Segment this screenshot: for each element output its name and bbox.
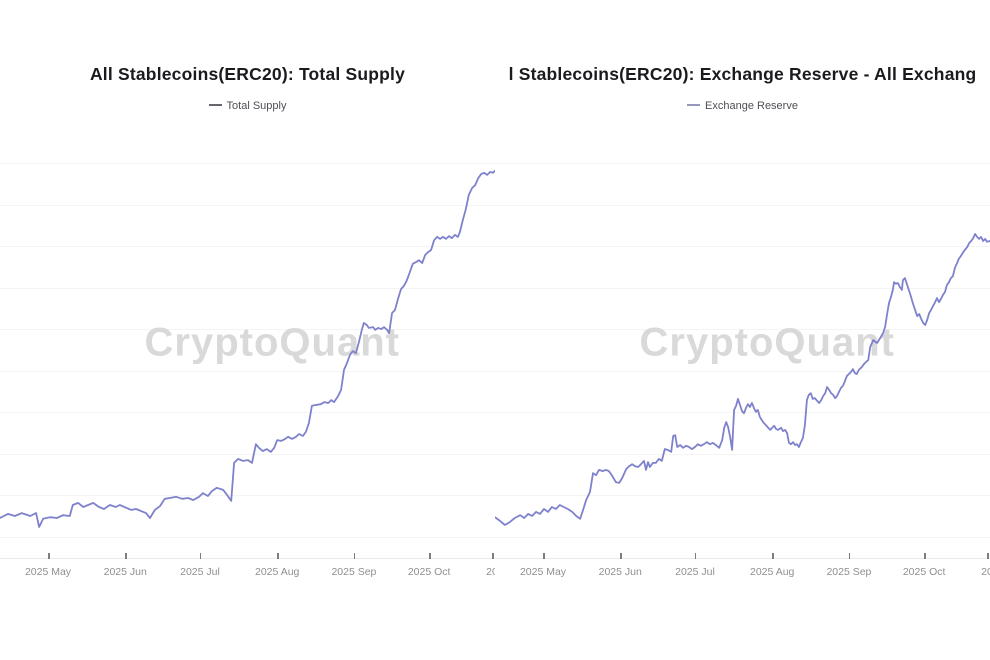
legend-dash-icon — [687, 104, 701, 106]
x-axis-tick — [620, 553, 622, 559]
x-axis-label: 2025 Aug — [749, 566, 795, 578]
gridline — [0, 204, 495, 206]
x-axis-tick — [125, 553, 127, 559]
gridline — [495, 536, 990, 538]
x-axis-tick — [277, 553, 279, 559]
chart-total-supply: CryptoQuant 2025 May 2025 Jun 2025 Jul 2025… — [0, 64, 495, 578]
x-axis-label: 2025 Jun — [598, 566, 642, 578]
x-axis-line — [495, 558, 990, 559]
series-line — [495, 233, 990, 526]
x-axis-tick — [48, 553, 50, 559]
gridline — [495, 246, 990, 247]
chart-exchange-reserve: CryptoQuant 2025 May 2025 Jun 2025 Jul 2025… — [495, 0, 990, 660]
x-axis-label: 2025 Aug — [254, 566, 300, 578]
chart-title: All Stablecoins(ERC20): Total Supply — [89, 64, 406, 84]
gridline — [495, 329, 990, 330]
gridline — [495, 370, 990, 372]
x-axis-label: 2025 Jul — [675, 566, 715, 578]
x-axis-tick — [924, 553, 926, 559]
gridline — [0, 453, 495, 455]
legend: Total Supply — [0, 100, 495, 112]
x-axis-label: 2025 Oct — [902, 566, 946, 578]
x-axis-label: 2025 Sep — [331, 566, 377, 578]
chart-title: l Stablecoins(ERC20): Exchange Reserve -… — [508, 64, 977, 84]
gridline — [495, 204, 990, 206]
gridline — [0, 412, 495, 413]
x-axis-tick — [772, 553, 774, 559]
x-axis-label: 2025 Oct — [407, 566, 451, 578]
x-axis-tick — [353, 553, 356, 559]
x-axis-tick — [199, 553, 202, 559]
x-axis-label: 20 — [486, 566, 495, 578]
gridline — [495, 163, 990, 164]
x-axis-tick — [694, 553, 697, 559]
series-line — [0, 169, 495, 528]
x-axis-tick — [987, 553, 989, 559]
x-axis-label: 2025 Jun — [103, 566, 147, 578]
x-axis-tick — [543, 553, 545, 559]
line-chart — [495, 233, 990, 526]
legend-label: Total Supply — [226, 100, 287, 112]
gridline — [0, 329, 495, 330]
gridline — [0, 536, 495, 538]
gridline — [495, 453, 990, 455]
gridline — [0, 246, 495, 247]
gridline — [0, 163, 495, 164]
x-axis-label: 2025 Jul — [180, 566, 220, 578]
x-axis-line — [0, 558, 495, 559]
x-axis-label: 2025 May — [519, 566, 567, 578]
plot-area: CryptoQuant 2025 May 2025 Jun 2025 Jul 2025… — [495, 0, 990, 660]
gridline — [495, 287, 990, 289]
x-axis-label: 2025 Sep — [826, 566, 872, 578]
x-axis-tick — [492, 553, 494, 559]
x-axis-tick — [429, 553, 431, 559]
gridline — [495, 495, 990, 496]
legend: Exchange Reserve — [495, 100, 990, 112]
gridline — [0, 287, 495, 289]
line-chart — [0, 169, 495, 528]
plot-area: CryptoQuant 2025 May 2025 Jun 2025 Jul 2025… — [0, 163, 495, 578]
x-axis-label: 20 — [981, 566, 990, 578]
legend-label: Exchange Reserve — [705, 100, 798, 112]
x-axis-label: 2025 May — [24, 566, 72, 578]
legend-dash-icon — [208, 104, 222, 106]
gridline — [0, 495, 495, 496]
cryptoquant-watermark: CryptoQuant — [144, 320, 400, 365]
gridline — [0, 370, 495, 372]
x-axis-tick — [848, 553, 851, 559]
cryptoquant-watermark: CryptoQuant — [639, 320, 895, 365]
